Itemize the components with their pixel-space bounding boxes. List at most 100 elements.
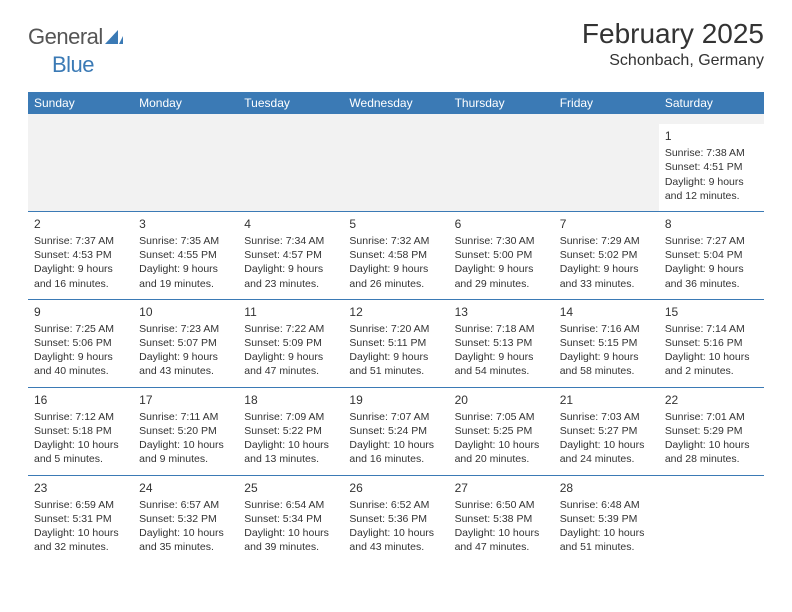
- daylight2-text: and 51 minutes.: [349, 364, 442, 378]
- sunrise-text: Sunrise: 7:05 AM: [455, 410, 548, 424]
- sunrise-text: Sunrise: 6:48 AM: [560, 498, 653, 512]
- day-number: 28: [560, 480, 653, 496]
- day-number: 7: [560, 216, 653, 232]
- sunset-text: Sunset: 5:07 PM: [139, 336, 232, 350]
- sunset-text: Sunset: 4:55 PM: [139, 248, 232, 262]
- day-number: 10: [139, 304, 232, 320]
- sunrise-text: Sunrise: 6:50 AM: [455, 498, 548, 512]
- daylight1-text: Daylight: 10 hours: [139, 526, 232, 540]
- dow-thursday: Thursday: [449, 92, 554, 114]
- sunset-text: Sunset: 5:29 PM: [665, 424, 758, 438]
- sunset-text: Sunset: 5:25 PM: [455, 424, 548, 438]
- day-number: 26: [349, 480, 442, 496]
- day-number: 6: [455, 216, 548, 232]
- sunset-text: Sunset: 5:15 PM: [560, 336, 653, 350]
- daylight1-text: Daylight: 10 hours: [455, 438, 548, 452]
- sunrise-text: Sunrise: 7:29 AM: [560, 234, 653, 248]
- sunset-text: Sunset: 4:53 PM: [34, 248, 127, 262]
- sunrise-text: Sunrise: 7:30 AM: [455, 234, 548, 248]
- day-number: 27: [455, 480, 548, 496]
- day-number: 9: [34, 304, 127, 320]
- day-number: 1: [665, 128, 758, 144]
- sunrise-text: Sunrise: 7:23 AM: [139, 322, 232, 336]
- daylight1-text: Daylight: 10 hours: [665, 438, 758, 452]
- day-number: 18: [244, 392, 337, 408]
- sunset-text: Sunset: 5:32 PM: [139, 512, 232, 526]
- daylight1-text: Daylight: 10 hours: [34, 526, 127, 540]
- day-cell: 21Sunrise: 7:03 AMSunset: 5:27 PMDayligh…: [554, 387, 659, 475]
- day-cell: 16Sunrise: 7:12 AMSunset: 5:18 PMDayligh…: [28, 387, 133, 475]
- sunset-text: Sunset: 4:58 PM: [349, 248, 442, 262]
- day-cell: 25Sunrise: 6:54 AMSunset: 5:34 PMDayligh…: [238, 475, 343, 563]
- day-cell: 10 Sunrise: 7:23 AMSunset: 5:07 PMDayligh…: [133, 299, 238, 387]
- day-cell: 11Sunrise: 7:22 AMSunset: 5:09 PMDayligh…: [238, 299, 343, 387]
- sunset-text: Sunset: 5:13 PM: [455, 336, 548, 350]
- sunrise-text: Sunrise: 7:38 AM: [665, 146, 758, 160]
- day-number: 19: [349, 392, 442, 408]
- daylight2-text: and 58 minutes.: [560, 364, 653, 378]
- sunset-text: Sunset: 5:18 PM: [34, 424, 127, 438]
- blank-spacer-row: [28, 114, 764, 124]
- sunrise-text: Sunrise: 7:35 AM: [139, 234, 232, 248]
- daylight1-text: Daylight: 9 hours: [455, 262, 548, 276]
- daylight1-text: Daylight: 9 hours: [665, 175, 758, 189]
- daylight2-text: and 32 minutes.: [34, 540, 127, 554]
- sunrise-text: Sunrise: 7:20 AM: [349, 322, 442, 336]
- sunset-text: Sunset: 5:36 PM: [349, 512, 442, 526]
- day-cell: 5 Sunrise: 7:32 AMSunset: 4:58 PMDaylight…: [343, 211, 448, 299]
- day-cell: [449, 124, 554, 211]
- dow-saturday: Saturday: [659, 92, 764, 114]
- sunrise-text: Sunrise: 6:57 AM: [139, 498, 232, 512]
- daylight1-text: Daylight: 10 hours: [560, 526, 653, 540]
- dow-friday: Friday: [554, 92, 659, 114]
- dow-monday: Monday: [133, 92, 238, 114]
- daylight1-text: Daylight: 9 hours: [139, 350, 232, 364]
- sunrise-text: Sunrise: 6:52 AM: [349, 498, 442, 512]
- sunset-text: Sunset: 5:34 PM: [244, 512, 337, 526]
- page: General February 2025 Schonbach, Germany…: [0, 0, 792, 612]
- day-cell: [659, 475, 764, 563]
- sunset-text: Sunset: 4:57 PM: [244, 248, 337, 262]
- sunrise-text: Sunrise: 7:32 AM: [349, 234, 442, 248]
- calendar-table: Sunday Monday Tuesday Wednesday Thursday…: [28, 92, 764, 562]
- daylight2-text: and 43 minutes.: [349, 540, 442, 554]
- logo-sail-icon: [105, 30, 123, 44]
- sunrise-text: Sunrise: 7:01 AM: [665, 410, 758, 424]
- day-cell: 23Sunrise: 6:59 AMSunset: 5:31 PMDayligh…: [28, 475, 133, 563]
- day-cell: [28, 124, 133, 211]
- sunrise-text: Sunrise: 7:25 AM: [34, 322, 127, 336]
- daylight1-text: Daylight: 9 hours: [455, 350, 548, 364]
- daylight1-text: Daylight: 10 hours: [560, 438, 653, 452]
- sunrise-text: Sunrise: 7:07 AM: [349, 410, 442, 424]
- day-number: 4: [244, 216, 337, 232]
- sunset-text: Sunset: 5:09 PM: [244, 336, 337, 350]
- daylight1-text: Daylight: 9 hours: [349, 262, 442, 276]
- day-cell: 19 Sunrise: 7:07 AMSunset: 5:24 PMDayligh…: [343, 387, 448, 475]
- daylight1-text: Daylight: 9 hours: [665, 262, 758, 276]
- day-cell: 9Sunrise: 7:25 AMSunset: 5:06 PMDaylight…: [28, 299, 133, 387]
- day-number: 13: [455, 304, 548, 320]
- sunrise-text: Sunrise: 7:12 AM: [34, 410, 127, 424]
- sunset-text: Sunset: 5:02 PM: [560, 248, 653, 262]
- daylight1-text: Daylight: 9 hours: [560, 350, 653, 364]
- days-of-week-row: Sunday Monday Tuesday Wednesday Thursday…: [28, 92, 764, 114]
- daylight1-text: Daylight: 10 hours: [455, 526, 548, 540]
- day-number: 12: [349, 304, 442, 320]
- day-number: 20: [455, 392, 548, 408]
- sunset-text: Sunset: 5:38 PM: [455, 512, 548, 526]
- logo: General: [28, 18, 125, 50]
- daylight1-text: Daylight: 10 hours: [349, 438, 442, 452]
- day-cell: [238, 124, 343, 211]
- daylight2-text: and 12 minutes.: [665, 189, 758, 203]
- daylight2-text: and 47 minutes.: [244, 364, 337, 378]
- sunset-text: Sunset: 5:20 PM: [139, 424, 232, 438]
- day-number: 2: [34, 216, 127, 232]
- daylight2-text: and 20 minutes.: [455, 452, 548, 466]
- day-cell: 26Sunrise: 6:52 AMSunset: 5:36 PMDayligh…: [343, 475, 448, 563]
- logo-text-general: General: [28, 24, 103, 50]
- daylight2-text: and 28 minutes.: [665, 452, 758, 466]
- sunset-text: Sunset: 5:24 PM: [349, 424, 442, 438]
- day-number: 22: [665, 392, 758, 408]
- day-number: 5: [349, 216, 442, 232]
- logo-text-blue: Blue: [52, 52, 94, 77]
